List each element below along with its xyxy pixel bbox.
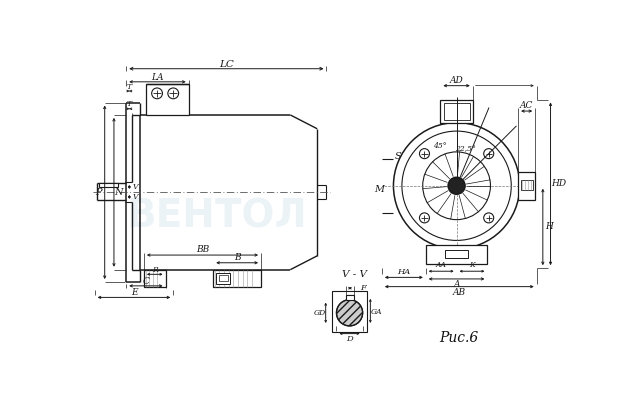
Text: K: K: [469, 261, 475, 269]
Text: LC: LC: [219, 60, 234, 69]
Text: AA: AA: [436, 261, 447, 269]
Text: 45°: 45°: [433, 142, 447, 150]
Text: GD: GD: [314, 309, 326, 317]
Circle shape: [152, 88, 163, 99]
Text: M: M: [374, 185, 385, 194]
Bar: [346, 295, 354, 301]
Text: R: R: [152, 266, 157, 274]
Text: D: D: [346, 335, 353, 343]
Bar: [332, 291, 367, 332]
Text: HA: HA: [397, 268, 410, 276]
Text: A: A: [453, 280, 460, 289]
Text: P: P: [95, 188, 102, 197]
Bar: [445, 250, 468, 258]
Text: Рис.6: Рис.6: [439, 331, 479, 345]
Text: H: H: [545, 222, 553, 231]
Circle shape: [337, 300, 363, 326]
Bar: [520, 180, 533, 190]
Circle shape: [419, 213, 429, 223]
Bar: [440, 99, 473, 123]
Circle shape: [484, 149, 493, 159]
Circle shape: [448, 177, 465, 194]
Text: AC: AC: [520, 101, 533, 110]
Bar: [426, 245, 488, 264]
Bar: [444, 103, 470, 119]
Text: B: B: [234, 253, 241, 262]
Text: C: C: [143, 277, 149, 286]
Bar: [99, 184, 118, 187]
Circle shape: [484, 213, 493, 223]
Circle shape: [422, 152, 490, 220]
Circle shape: [394, 123, 520, 249]
Circle shape: [168, 88, 179, 99]
Text: ВЕНТОЛ: ВЕНТОЛ: [126, 198, 307, 235]
Bar: [147, 84, 189, 115]
Bar: [213, 270, 261, 286]
Bar: [518, 172, 535, 200]
Circle shape: [402, 131, 511, 241]
Text: BB: BB: [196, 245, 209, 254]
Text: HD: HD: [550, 179, 566, 188]
Text: LA: LA: [151, 73, 164, 82]
Bar: [216, 273, 230, 284]
Bar: [144, 270, 166, 286]
Text: AB: AB: [452, 288, 466, 297]
Text: GA: GA: [371, 308, 382, 316]
Bar: [219, 275, 228, 281]
Text: T: T: [127, 100, 132, 108]
Text: V: V: [132, 183, 138, 191]
Text: N: N: [115, 188, 123, 197]
Circle shape: [419, 149, 429, 159]
Text: 22,5°: 22,5°: [456, 145, 476, 153]
Text: F: F: [360, 284, 365, 292]
Text: AD: AD: [450, 76, 463, 85]
Text: S: S: [395, 152, 401, 161]
Text: E: E: [131, 288, 137, 297]
Text: V - V: V - V: [342, 270, 367, 279]
Text: T: T: [127, 83, 132, 91]
Text: V: V: [132, 193, 138, 201]
